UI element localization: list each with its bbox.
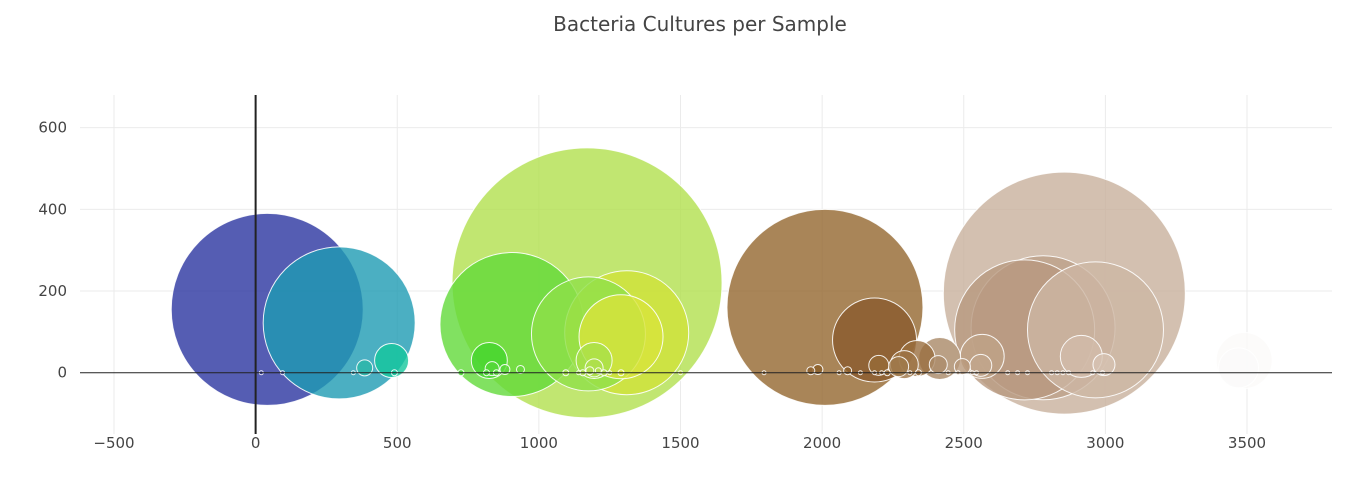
bubble-marker: [928, 355, 948, 375]
x-tick-label: 1000: [520, 434, 558, 452]
x-tick-label: 500: [383, 434, 412, 452]
x-tick-label: 3000: [1086, 434, 1124, 452]
bubble-marker: [515, 364, 525, 374]
bubble-marker: [806, 366, 816, 376]
bubble-marker: [356, 359, 374, 377]
bubble-marker: [585, 366, 595, 376]
tick-labels: −500 0 500 1000 1500 2000 2500 3000 3500 0 200 400 6…: [38, 119, 1266, 452]
axes: [80, 95, 1332, 434]
y-tick-label: 400: [38, 200, 67, 218]
x-tick-label: 0: [251, 434, 261, 452]
bubble-marker: [843, 366, 853, 376]
bubble-marker: [1092, 353, 1116, 377]
bubble-marker: [374, 342, 410, 378]
x-tick-label: 2000: [803, 434, 841, 452]
y-tick-label: 200: [38, 282, 67, 300]
bubble-marker: [1218, 347, 1260, 389]
x-tick-label: 2500: [945, 434, 983, 452]
x-tick-label: −500: [93, 434, 134, 452]
bubble-marker: [888, 356, 910, 378]
x-tick-label: 3500: [1228, 434, 1266, 452]
chart-title: Bacteria Cultures per Sample: [553, 12, 847, 36]
bubble-marker: [499, 363, 511, 375]
y-tick-label: 600: [38, 119, 67, 137]
bubbles: [170, 147, 1273, 419]
y-tick-label: 0: [57, 364, 67, 382]
bubble-marker: [1026, 261, 1164, 399]
x-tick-label: 1500: [661, 434, 699, 452]
